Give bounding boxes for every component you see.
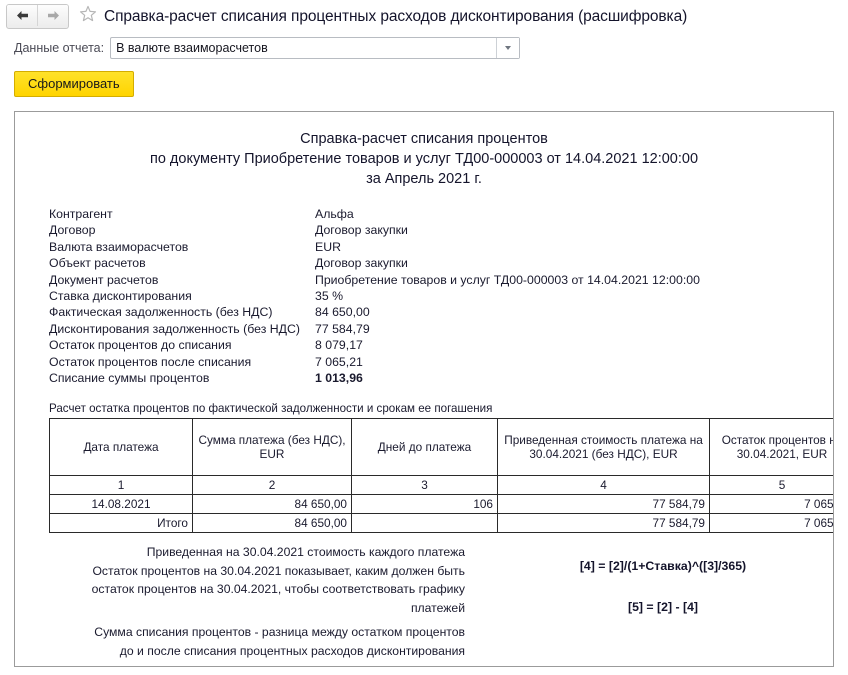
back-button[interactable] [7,5,37,26]
table-column-number: 3 [351,475,498,496]
property-value: 7 065,21 [315,354,363,369]
property-value: 35 % [315,289,344,304]
property-row: Контрагент Альфа [49,206,833,222]
property-label: Валюта взаиморасчетов [49,239,189,254]
table-cell: 106 [351,494,498,515]
property-row: Валюта взаиморасчетов EUR [49,239,833,255]
note-line: до и после списания процентных расходов … [119,643,465,658]
property-label: Договор [49,223,96,238]
report-properties: Контрагент Альфа Договор Договор закупки Вал… [49,206,833,386]
report-data-label: Данные отчета: [14,41,105,55]
property-value: Договор закупки [315,223,408,238]
table-cell: 84 650,00 [192,513,352,534]
table-cell: 14.08.2021 [49,494,193,515]
property-row: Объект расчетов Договор закупки [49,255,833,271]
table-column-number: 1 [49,475,193,496]
table-column-header: Сумма платежа (без НДС), EUR [192,418,352,477]
table-column-header: Приведенная стоимость платежа на 30.04.2… [497,418,710,477]
page-title: Справка-расчет списания процентных расхо… [104,7,688,25]
table-cell: 77 584,79 [497,494,710,515]
property-label: Фактическая задолженность (без НДС) [49,305,273,320]
table-head: Дата платежа Сумма платежа (без НДС), EUR… [49,418,833,496]
formula-5: [5] = [2] - [4] [627,600,699,615]
report-footer: Приведенная на 30.04.2021 стоимость кажд… [15,543,833,660]
report-heading-line3: за Апрель 2021 г. [366,171,482,187]
table-column-number: 2 [192,475,352,496]
property-value: Приобретение товаров и услуг ТД00-000003… [315,272,700,287]
chevron-down-icon[interactable] [496,38,520,58]
table-cell: Итого [49,513,193,534]
property-value: 77 584,79 [315,321,370,336]
table-header-row: Дата платежа Сумма платежа (без НДС), EUR… [49,418,833,477]
formula-4: [4] = [2]/(1+Ставка)^([3]/365) [579,559,747,574]
report-output-panel[interactable]: Справка-расчет списания процентов по док… [14,111,834,667]
table-cell: 7 065,21 [709,494,833,515]
window-titlebar: Справка-расчет списания процентных расхо… [0,0,848,33]
property-value: 8 079,17 [315,338,363,353]
property-label: Контрагент [49,207,113,221]
forward-button[interactable] [37,5,68,26]
table-column-header: Дата платежа [49,418,193,477]
property-row: Фактическая задолженность (без НДС) 84 65… [49,304,833,320]
add-to-favorites-button[interactable] [79,5,97,28]
property-value: EUR [315,239,341,254]
table-cell: 7 065,21 [709,513,833,534]
table-cell: 77 584,79 [497,513,710,534]
arrow-right-icon [46,10,61,21]
property-label: Списание суммы процентов [49,371,210,386]
report-notes: Приведенная на 30.04.2021 стоимость кажд… [25,543,465,660]
property-row: Списание суммы процентов 1 013,96 [49,370,833,386]
property-label: Остаток процентов до списания [49,338,232,353]
property-label: Дисконтирования задолженность (без НДС) [49,321,300,336]
property-row: Документ расчетов Приобретение товаров и … [49,272,833,288]
note-line: Приведенная на 30.04.2021 стоимость кажд… [146,545,465,560]
table-column-header: Остаток процентов на 30.04.2021, EUR [709,418,833,477]
table-column-number: 5 [709,475,833,496]
report-settings-row: Данные отчета: В валюте взаиморасчетов [0,33,848,63]
note-line: остаток процентов на 30.04.2021, чтобы с… [91,582,465,597]
property-value: 1 013,96 [315,371,363,386]
property-label: Документ расчетов [49,272,159,287]
note-line: Остаток процентов на 30.04.2021 показыва… [92,563,465,578]
table-caption: Расчет остатка процентов по фактической … [49,402,493,416]
table-column-number: 4 [497,475,710,496]
report-formulas: [4] = [2]/(1+Ставка)^([3]/365) [5] = [2]… [465,543,833,660]
note-line: Сумма списания процентов - разница между… [94,625,465,640]
note-line: платежей [410,600,465,615]
property-row: Ставка дисконтирования 35 % [49,288,833,304]
report-data-value: В валюте взаиморасчетов [116,41,268,55]
property-row: Дисконтирования задолженность (без НДС) 7… [49,321,833,337]
table-column-header: Дней до платежа [351,418,498,477]
arrow-left-icon [15,10,30,21]
property-label: Остаток процентов после списания [49,354,252,369]
property-value: Договор закупки [315,256,408,271]
report-data-select[interactable]: В валюте взаиморасчетов [110,37,521,59]
property-value: Альфа [315,207,354,221]
property-row: Остаток процентов до списания 8 079,17 [49,337,833,353]
report-heading-line1: Справка-расчет списания процентов [300,131,548,147]
report-heading: Справка-расчет списания процентов по док… [15,129,833,189]
star-outline-icon [79,5,97,28]
table-cell [351,513,498,534]
navigation-buttons [6,4,69,29]
report-actions: Сформировать [0,71,848,97]
property-row: Остаток процентов после списания 7 065,21 [49,354,833,370]
generate-report-button[interactable]: Сформировать [14,71,134,97]
property-row: Договор Договор закупки [49,222,833,238]
property-label: Ставка дисконтирования [49,289,192,304]
interest-calculation-table: Дата платежа Сумма платежа (без НДС), EUR… [49,418,833,534]
report-heading-line2: по документу Приобретение товаров и услу… [149,151,699,167]
property-value: 84 650,00 [315,305,370,320]
table-cell: 84 650,00 [192,494,352,515]
property-label: Объект расчетов [49,256,146,271]
